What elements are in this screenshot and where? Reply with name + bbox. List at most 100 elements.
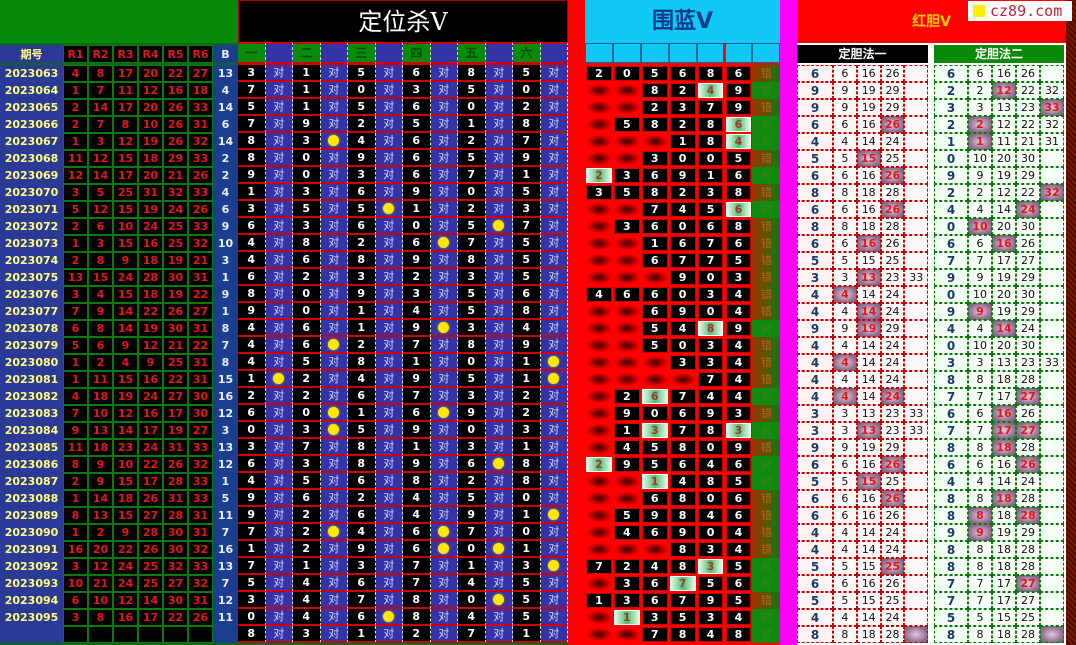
method2-number: 19 — [992, 269, 1016, 286]
blue-ball: 7 — [213, 524, 238, 541]
hit-dot-cell — [375, 609, 403, 626]
mark-cell: 对 — [430, 609, 458, 626]
mark-cell: 对 — [265, 354, 293, 371]
weilan-status: 错 — [752, 490, 781, 507]
mark-cell: 对 — [265, 439, 293, 456]
kill-digit: 0 — [513, 524, 541, 541]
blue-number: 5 — [641, 321, 668, 336]
method1-head: 3 — [797, 422, 833, 439]
mark-cell: 对 — [430, 575, 458, 592]
kill-digit: 8 — [458, 65, 486, 82]
kill-digit: 8 — [513, 456, 541, 473]
red-ball: 21 — [163, 167, 188, 184]
red-ball: 10 — [113, 456, 138, 473]
method2-number: 30 — [1016, 218, 1040, 235]
red-ball: 14 — [138, 592, 163, 609]
method1-head: 6 — [797, 116, 833, 133]
mark-cell: 对 — [430, 286, 458, 303]
blue-number: 8 — [669, 440, 696, 455]
position-mark-header — [320, 42, 348, 65]
mark-cell: 对 — [485, 82, 513, 99]
kill-digit: 5 — [348, 65, 376, 82]
method2-number: 8 — [968, 626, 992, 643]
method2-number — [1040, 405, 1064, 422]
method2-number: 28 — [1016, 558, 1040, 575]
mark-cell: 对 — [265, 609, 293, 626]
blue-number: 8 — [669, 627, 696, 642]
blue-number: 7 — [697, 253, 724, 268]
method1-number — [904, 626, 929, 643]
weilan-status: 错 — [752, 150, 781, 167]
mark-cell: 对 — [265, 235, 293, 252]
kill-digit: 8 — [403, 473, 431, 490]
method2-number: 6 — [968, 235, 992, 252]
kill-digit: 8 — [348, 354, 376, 371]
method1-number: 4 — [833, 524, 857, 541]
mark-cell: 对 — [375, 167, 403, 184]
blue-ball: 1 — [213, 269, 238, 286]
red-ball-header-4: R4 — [138, 45, 163, 63]
kill-digit: 0 — [458, 99, 486, 116]
kill-digit: 9 — [458, 507, 486, 524]
kill-digit: 2 — [403, 626, 431, 643]
mark-cell: 对 — [540, 575, 568, 592]
blank-cell — [641, 270, 668, 285]
red-ball: 6 — [63, 320, 88, 337]
mark-cell: 对 — [485, 99, 513, 116]
method2-head: 9 — [934, 524, 968, 541]
method1-number: 4 — [833, 371, 857, 388]
kill-digit: 6 — [403, 133, 431, 150]
method2-head: 6 — [934, 405, 968, 422]
mark-cell: 对 — [375, 524, 403, 541]
kill-digit: 2 — [458, 201, 486, 218]
red-ball: 3 — [63, 558, 88, 575]
issue-number: 2023073 — [0, 235, 63, 252]
position-mark-header — [375, 42, 403, 65]
blue-number: 8 — [697, 66, 724, 81]
method1-number — [904, 439, 929, 456]
blank-cell — [613, 542, 640, 557]
watermark-logo[interactable]: cz89.com — [968, 1, 1072, 21]
blue-number: 4 — [725, 542, 752, 557]
blue-number: 6 — [641, 287, 668, 302]
weilan-status: 错 — [752, 286, 781, 303]
method2-number — [1040, 65, 1064, 82]
method1-head: 5 — [797, 150, 833, 167]
red-ball: 15 — [113, 371, 138, 388]
mark-cell: 对 — [485, 133, 513, 150]
blank-cell — [613, 491, 640, 506]
hit-dot-icon — [548, 373, 560, 384]
weilan-status: 错 — [752, 439, 781, 456]
mark-cell: 对 — [430, 184, 458, 201]
method2-number — [1040, 303, 1064, 320]
method2-number: 27 — [1016, 252, 1040, 269]
issue-number: 2023064 — [0, 82, 63, 99]
blank-cell — [586, 304, 612, 319]
red-ball: 18 — [138, 150, 163, 167]
red-ball: 25 — [138, 558, 163, 575]
red-ball: 12 — [113, 592, 138, 609]
blue-ball: 1 — [213, 473, 238, 490]
issue-number: 2023076 — [0, 286, 63, 303]
kill-digit: 7 — [513, 133, 541, 150]
mark-cell: 对 — [430, 456, 458, 473]
blue-number: 7 — [641, 202, 668, 217]
method2-number: 6 — [968, 456, 992, 473]
method2-number: 17 — [992, 252, 1016, 269]
mark-cell: 对 — [540, 218, 568, 235]
blue-number: 9 — [725, 321, 752, 336]
method1-number — [904, 167, 929, 184]
method1-head: 9 — [797, 439, 833, 456]
red-ball: 4 — [88, 286, 113, 303]
method1-number: 26 — [880, 235, 905, 252]
weilan-status: 对 — [752, 473, 781, 490]
method2-number: 6 — [968, 405, 992, 422]
red-ball: 25 — [113, 184, 138, 201]
red-ball: 7 — [63, 303, 88, 320]
weilan-status: 对 — [752, 167, 781, 184]
blank-cell — [613, 338, 640, 353]
red-ball: 18 — [88, 439, 113, 456]
weilan-status: 错 — [752, 524, 781, 541]
kill-digit: 6 — [348, 473, 376, 490]
hit-blue-number: 1 — [613, 610, 640, 625]
